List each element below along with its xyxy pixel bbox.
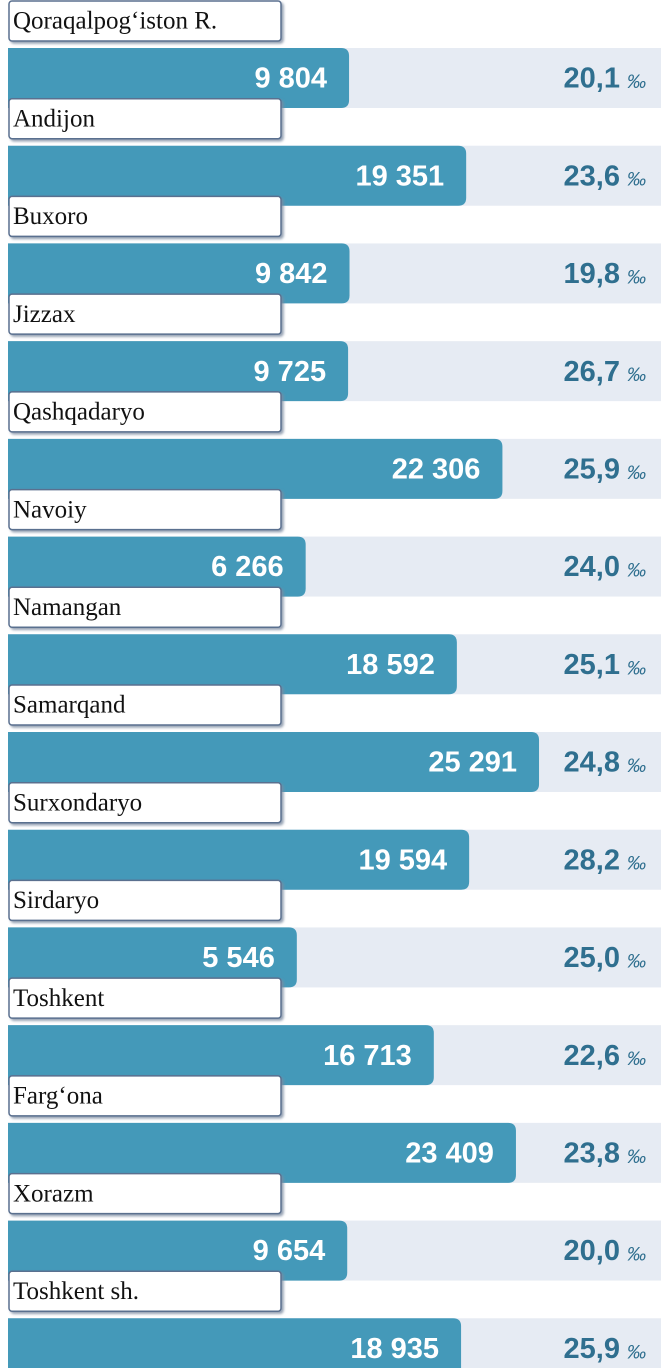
label-box: [8, 391, 282, 433]
value-label: 9 654: [253, 1235, 326, 1267]
category-label: Qashqadaryo: [13, 399, 145, 426]
rate-unit: ‰: [627, 170, 646, 191]
label-box: [8, 1270, 282, 1313]
value-label: 18 935: [350, 1333, 439, 1365]
bar: [8, 145, 467, 206]
rate-label: 24,0: [564, 551, 620, 583]
bar: [8, 243, 350, 304]
bar: [8, 829, 470, 890]
value-label: 5 546: [202, 942, 275, 974]
category-label: Toshkent sh.: [13, 1278, 139, 1305]
category-label: Sirdaryo: [13, 887, 99, 914]
category-label: Andijon: [13, 105, 95, 132]
label-box: [8, 1075, 282, 1117]
value-label: 19 594: [358, 844, 447, 876]
category-label: Farg‘ona: [13, 1083, 103, 1110]
label-box: [8, 0, 282, 42]
rate-label: 25,9: [564, 1333, 620, 1365]
bar: [8, 1025, 434, 1086]
rate-unit: ‰: [627, 365, 646, 386]
label-box: [8, 879, 282, 922]
value-label: 16 713: [323, 1040, 412, 1072]
rate-unit: ‰: [627, 1342, 646, 1363]
rate-label: 25,9: [564, 454, 620, 486]
category-label: Jizzax: [13, 301, 76, 328]
rate-unit: ‰: [627, 267, 646, 288]
label-box: [8, 684, 282, 726]
value-label: 6 266: [211, 551, 284, 583]
bar: [8, 1318, 462, 1368]
bar: [8, 48, 350, 108]
bar: [8, 732, 540, 792]
bar: [8, 634, 457, 695]
rate-label: 24,8: [564, 747, 620, 779]
bar: [8, 341, 349, 402]
label-box: [8, 195, 282, 238]
value-label: 9 725: [254, 356, 327, 388]
rate-label: 28,2: [564, 844, 620, 876]
rate-unit: ‰: [627, 463, 646, 484]
rate-unit: ‰: [627, 756, 646, 777]
bar: [8, 536, 306, 597]
bar: [8, 1220, 348, 1281]
rate-label: 20,1: [564, 63, 620, 95]
bar: [8, 927, 297, 988]
rate-unit: ‰: [627, 658, 646, 679]
rate-label: 20,0: [564, 1235, 620, 1267]
rate-unit: ‰: [627, 1049, 646, 1070]
rate-unit: ‰: [627, 951, 646, 972]
value-label: 19 351: [355, 160, 444, 192]
category-label: Namangan: [13, 594, 122, 621]
category-label: Qoraqalpog‘iston R.: [13, 8, 217, 35]
bar: [8, 1122, 516, 1183]
rate-label: 25,1: [564, 649, 620, 681]
rate-label: 22,6: [564, 1040, 620, 1072]
label-box: [8, 781, 282, 824]
rate-label: 19,8: [564, 258, 620, 290]
label-box: [8, 586, 282, 629]
label-box: [8, 977, 282, 1019]
label-box: [8, 97, 282, 140]
rate-unit: ‰: [627, 1147, 646, 1168]
rate-label: 26,7: [564, 356, 620, 388]
category-label: Samarqand: [13, 692, 126, 719]
rate-unit: ‰: [627, 561, 646, 582]
label-box: [8, 488, 282, 531]
rate-label: 25,0: [564, 942, 620, 974]
value-label: 23 409: [405, 1138, 494, 1170]
label-box: [8, 1172, 282, 1215]
value-label: 25 291: [428, 747, 517, 779]
bar: [8, 438, 503, 499]
rate-unit: ‰: [627, 1245, 646, 1266]
category-label: Toshkent: [13, 985, 104, 1012]
rate-label: 23,8: [564, 1138, 620, 1170]
value-label: 9 804: [254, 63, 327, 95]
category-label: Navoiy: [13, 496, 87, 523]
rate-unit: ‰: [627, 72, 646, 93]
category-label: Xorazm: [13, 1180, 94, 1207]
rate-label: 23,6: [564, 160, 620, 192]
category-label: Buxoro: [13, 203, 88, 230]
label-box: [8, 293, 282, 335]
value-label: 18 592: [346, 649, 435, 681]
rate-unit: ‰: [627, 854, 646, 875]
category-label: Surxondaryo: [13, 789, 142, 816]
value-label: 9 842: [255, 258, 328, 290]
value-label: 22 306: [392, 454, 481, 486]
